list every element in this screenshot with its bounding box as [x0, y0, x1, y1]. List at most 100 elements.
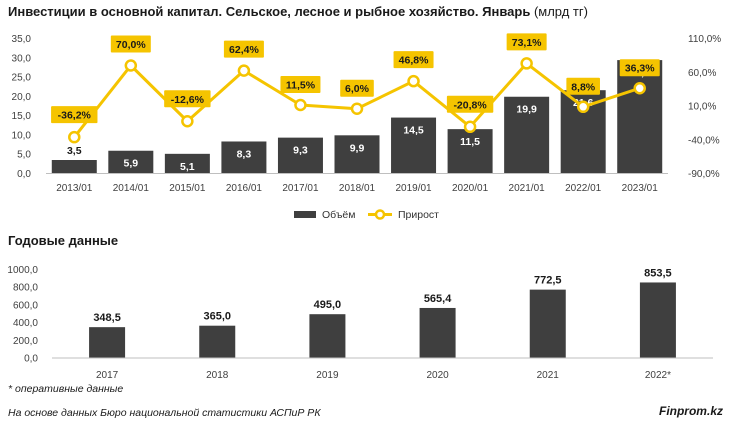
growth-point [576, 100, 590, 114]
growth-data-label: 8,8% [571, 81, 596, 93]
growth-point [237, 64, 251, 77]
growth-label-box [446, 95, 494, 113]
volume-bar [277, 137, 323, 174]
annual-x-tick-label: 2017 [96, 370, 119, 381]
volume-bar [221, 141, 267, 174]
growth-data-label: 73,1% [512, 37, 542, 49]
volume-bar [617, 60, 663, 174]
annual-axis-tick-label: 400,0 [13, 318, 38, 329]
annual-bar [309, 314, 346, 358]
growth-data-label: 6,0% [345, 83, 370, 95]
chart-title: Инвестиции в основной капитал. Сельское,… [8, 4, 588, 19]
annual-bar [419, 307, 456, 358]
x-axis-tick-label: 2021/01 [509, 183, 546, 194]
right-axis-tick-label: 10,0% [688, 102, 716, 113]
volume-data-label: 8,3 [237, 148, 252, 160]
volume-bar [504, 96, 550, 174]
growth-point [633, 81, 646, 95]
x-axis-tick-label: 2022/01 [565, 183, 602, 194]
annual-x-tick-label: 2018 [206, 370, 229, 381]
volume-bar [51, 160, 97, 174]
annual-data-label: 495,0 [314, 299, 342, 311]
growth-point [350, 102, 364, 115]
volume-data-label: 5,1 [180, 161, 195, 173]
annual-data-label: 565,4 [424, 293, 452, 305]
brand-logo-text: Finprom.kz [658, 404, 723, 418]
growth-data-label: -12,6% [171, 94, 205, 106]
annual-axis-tick-label: 0,0 [24, 354, 38, 365]
growth-point [294, 98, 307, 112]
growth-point [520, 57, 533, 70]
x-axis-tick-label: 2023/01 [622, 183, 659, 194]
x-axis-tick-label: 2018/01 [339, 183, 376, 194]
growth-data-label: 62,4% [229, 44, 259, 56]
right-axis-tick-label: 110,0% [688, 34, 721, 45]
volume-data-label: 3,5 [67, 145, 82, 157]
x-axis-tick-label: 2020/01 [452, 183, 489, 194]
growth-data-label: 46,8% [399, 55, 429, 67]
annual-x-tick-label: 2021 [537, 370, 560, 381]
left-axis-tick-label: 15,0 [12, 111, 32, 122]
x-axis-tick-label: 2015/01 [169, 183, 206, 194]
volume-bar [108, 150, 154, 174]
growth-label-box [223, 40, 264, 58]
annual-data-label: 853,5 [644, 267, 672, 279]
annual-axis-tick-label: 200,0 [13, 336, 38, 347]
left-axis-tick-label: 0,0 [17, 169, 31, 180]
volume-bar [164, 153, 210, 174]
growth-label-box [110, 35, 151, 53]
growth-label-box [566, 77, 600, 95]
legend-volume-swatch [294, 211, 316, 218]
growth-point [68, 130, 81, 144]
annual-bar [529, 289, 566, 358]
left-axis-tick-label: 25,0 [12, 73, 32, 84]
annual-bar [89, 327, 126, 358]
volume-data-label: 14,5 [403, 125, 424, 137]
left-axis-tick-label: 30,0 [12, 53, 32, 64]
growth-label-box [506, 33, 547, 51]
annual-data-label: 348,5 [93, 312, 121, 324]
left-axis-tick-label: 5,0 [17, 150, 31, 161]
growth-label-box [619, 59, 660, 77]
annual-data-label: 365,0 [203, 311, 231, 323]
annual-axis-tick-label: 1000,0 [7, 265, 38, 276]
growth-label-box [164, 90, 211, 108]
legend-volume-label: Объём [322, 209, 355, 221]
legend-growth-marker [374, 209, 386, 220]
growth-data-label: -20,8% [453, 99, 487, 111]
left-axis-tick-label: 20,0 [12, 92, 32, 103]
volume-bar [447, 129, 493, 174]
growth-point [463, 120, 477, 134]
annual-axis-tick-label: 800,0 [13, 283, 38, 294]
source-note: На основе данных Бюро национальной стати… [8, 407, 321, 419]
annual-bar [199, 325, 236, 358]
growth-point [124, 59, 138, 72]
annual-bar [639, 282, 676, 358]
growth-label-box [280, 75, 321, 93]
right-axis-tick-label: 60,0% [688, 68, 716, 79]
x-axis-tick-label: 2017/01 [282, 183, 319, 194]
x-axis-tick-label: 2019/01 [395, 183, 432, 194]
growth-line [73, 61, 641, 139]
left-axis-tick-label: 10,0 [12, 130, 32, 141]
left-axis-tick-label: 35,0 [12, 34, 32, 45]
growth-label-box [393, 51, 434, 69]
volume-bar [391, 117, 437, 174]
volume-data-label: 5,9 [124, 158, 139, 170]
annual-x-tick-label: 2019 [316, 370, 339, 381]
growth-data-label: 36,3% [625, 63, 655, 75]
x-axis-tick-label: 2013/01 [56, 183, 93, 194]
growth-point [407, 74, 420, 88]
x-axis-tick-label: 2014/01 [113, 183, 150, 194]
annual-chart-title: Годовые данные [8, 233, 119, 248]
annual-x-tick-label: 2020 [426, 370, 449, 381]
annual-data-label: 772,5 [534, 275, 562, 287]
growth-label-box [51, 106, 98, 124]
volume-bar [334, 135, 380, 174]
footnote: * оперативные данные [8, 383, 124, 395]
volume-data-label: 11,5 [460, 136, 480, 148]
annual-axis-tick-label: 600,0 [13, 300, 38, 311]
right-axis-tick-label: -90,0% [688, 169, 720, 180]
right-axis-tick-label: -40,0% [688, 135, 720, 146]
